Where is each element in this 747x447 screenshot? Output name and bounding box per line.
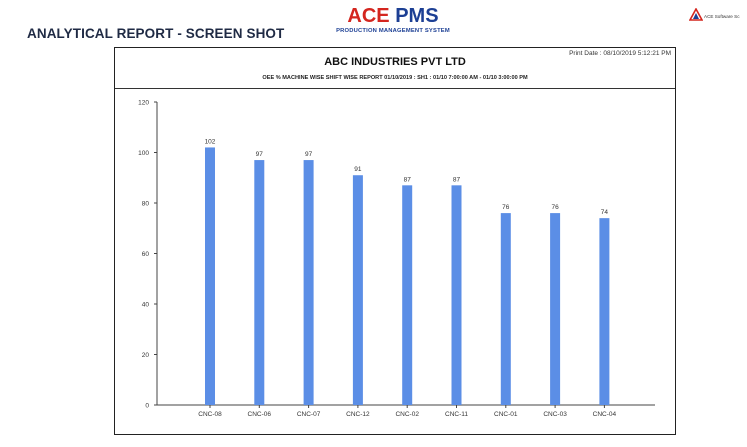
x-tick-label: CNC-02 xyxy=(395,411,419,418)
x-tick-label: CNC-06 xyxy=(248,411,272,418)
report-subtitle: OEE % MACHINE WISE SHIFT WISE REPORT 01/… xyxy=(262,75,528,81)
header-divider xyxy=(115,88,675,89)
x-tick-label: CNC-03 xyxy=(543,411,567,418)
y-tick-label: 120 xyxy=(138,100,149,107)
bar-cnc-03 xyxy=(550,213,561,405)
x-tick-label: CNC-04 xyxy=(593,411,617,418)
company-name: ABC INDUSTRIES PVT LTD xyxy=(324,56,466,68)
oee-bar-chart: 0 20 40 60 80 100 120 102 CNC-08 97 CNC-06 97 CNC-07… xyxy=(138,100,655,418)
ace-software-mark-icon xyxy=(689,8,703,21)
logo-pms-text: PMS xyxy=(389,5,439,27)
bar-value-label: 87 xyxy=(453,176,461,183)
y-tick-label: 60 xyxy=(142,251,150,258)
x-tick-label: CNC-11 xyxy=(445,411,468,418)
bar-value-label: 91 xyxy=(354,166,362,173)
bar-value-label: 97 xyxy=(256,151,264,158)
bar-cnc-07 xyxy=(303,160,314,405)
corner-logo-text: ACE Software Sc xyxy=(704,14,740,19)
y-tick-label: 100 xyxy=(138,150,149,157)
bar-cnc-12 xyxy=(352,175,363,405)
y-tick-label: 0 xyxy=(145,403,149,410)
print-date: Print Date : 08/10/2019 5:12:21 PM xyxy=(569,50,671,57)
x-tick-label: CNC-01 xyxy=(494,411,518,418)
y-tick-label: 20 xyxy=(142,352,150,359)
bar-cnc-06 xyxy=(254,160,265,405)
bar-value-label: 87 xyxy=(404,176,412,183)
bar-cnc-08 xyxy=(205,147,215,405)
logo-tagline: PRODUCTION MANAGEMENT SYSTEM xyxy=(336,28,450,34)
y-tick-label: 40 xyxy=(142,302,150,309)
bar-value-label: 97 xyxy=(305,151,313,158)
ace-pms-wordmark: ACE PMS xyxy=(328,5,458,27)
bar-cnc-01 xyxy=(500,213,511,405)
bar-value-label: 76 xyxy=(551,204,559,211)
bar-value-label: 102 xyxy=(205,138,216,145)
ace-pms-logo: ACE PMS PRODUCTION MANAGEMENT SYSTEM xyxy=(328,5,458,41)
x-tick-label: CNC-12 xyxy=(346,411,370,418)
x-tick-label: CNC-07 xyxy=(297,411,321,418)
bar-value-label: 76 xyxy=(502,204,510,211)
corner-logo: ACE Software Sc xyxy=(688,6,747,28)
bar-cnc-11 xyxy=(451,185,462,405)
logo-ace-text: ACE xyxy=(347,5,390,27)
x-tick-label: CNC-08 xyxy=(198,411,222,418)
bar-value-label: 74 xyxy=(601,209,609,216)
y-tick-label: 80 xyxy=(142,201,150,208)
bar-cnc-02 xyxy=(402,185,413,405)
bar-cnc-04 xyxy=(599,218,610,405)
page-heading: ANALYTICAL REPORT - SCREEN SHOT xyxy=(27,26,285,41)
report-frame: Print Date : 08/10/2019 5:12:21 PM ABC I… xyxy=(114,47,676,435)
